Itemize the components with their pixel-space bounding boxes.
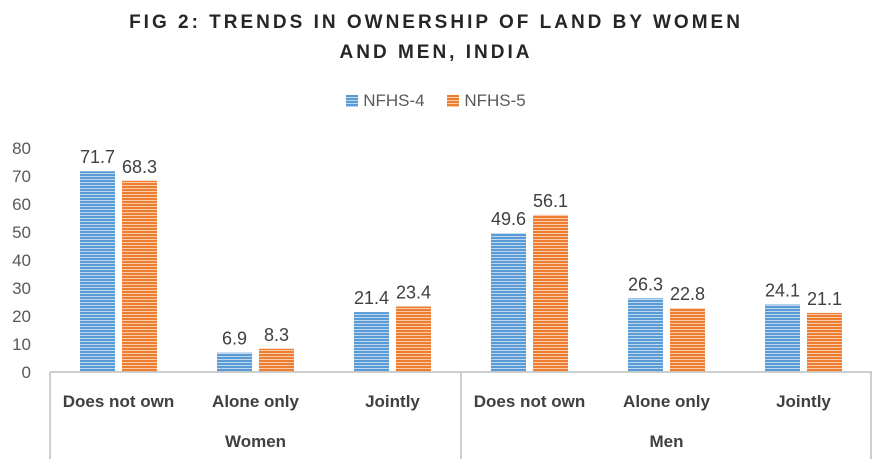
chart-title-line-1: FIG 2: TRENDS IN OWNERSHIP OF LAND BY WO… [129,12,743,33]
bars [80,171,842,372]
x-group-label: Men [650,432,684,451]
bar-value-label: 49.6 [491,209,526,229]
y-tick-label: 50 [12,223,31,242]
y-tick-label: 30 [12,279,31,298]
y-axis-ticks: 0 10 20 30 40 50 60 70 80 [12,139,31,382]
x-category-label: Jointly [776,392,831,411]
bar-value-label: 68.3 [122,157,157,177]
legend: NFHS-4 NFHS-5 [0,91,872,111]
bar-value-label: 56.1 [533,191,568,211]
bar-nfhs-5-5 [670,308,705,372]
chart-title-line-2: AND MEN, INDIA [339,42,533,63]
bar-value-label: 21.4 [354,288,389,308]
legend-label-nfhs-4: NFHS-4 [363,91,425,110]
bar-value-label: 21.1 [807,289,842,309]
legend-entry-nfhs-4: NFHS-4 [346,91,425,111]
bar-nfhs-5-1 [122,180,157,372]
y-tick-label: 0 [22,363,31,382]
bar-nfhs-4-6 [765,304,800,372]
legend-swatch-nfhs-5 [447,95,460,107]
bar-nfhs-4-1 [80,171,115,372]
legend-entry-nfhs-5: NFHS-5 [447,91,526,111]
x-category-label: Jointly [365,392,420,411]
bar-value-label: 71.7 [80,147,115,167]
bar-value-labels: 71.7 68.3 6.9 8.3 21.4 23.4 49.6 56.1 26.3 22.8 24… [80,147,842,348]
y-tick-label: 10 [12,335,31,354]
legend-label-nfhs-5: NFHS-5 [464,91,526,110]
y-tick-label: 60 [12,195,31,214]
bar-value-label: 24.1 [765,281,800,301]
bar-nfhs-5-2 [259,348,294,372]
y-tick-label: 80 [12,139,31,158]
bar-value-label: 8.3 [264,325,289,345]
y-tick-label: 70 [12,167,31,186]
y-tick-label: 40 [12,251,31,270]
y-tick-label: 20 [12,307,31,326]
group-labels: Women Men [225,432,684,451]
bar-value-label: 22.8 [670,284,705,304]
bar-value-label: 6.9 [222,329,247,349]
x-group-label: Women [225,432,286,451]
bar-nfhs-5-6 [807,312,842,372]
bar-nfhs-4-4 [491,233,526,372]
category-labels: Does not own Alone only Jointly Does not ow… [63,392,832,411]
legend-swatch-nfhs-4 [346,95,359,107]
bar-nfhs-4-5 [628,298,663,372]
bar-value-label: 26.3 [628,274,663,294]
x-category-label: Does not own [474,392,585,411]
bar-nfhs-4-3 [354,312,389,372]
x-category-label: Does not own [63,392,174,411]
bar-nfhs-4-2 [217,352,252,372]
x-category-label: Alone only [212,392,299,411]
bar-value-label: 23.4 [396,282,431,302]
bar-nfhs-5-3 [396,306,431,372]
x-axis [49,371,872,459]
x-category-label: Alone only [623,392,710,411]
chart-title: FIG 2: TRENDS IN OWNERSHIP OF LAND BY WO… [0,8,872,68]
bar-nfhs-5-4 [533,214,568,372]
